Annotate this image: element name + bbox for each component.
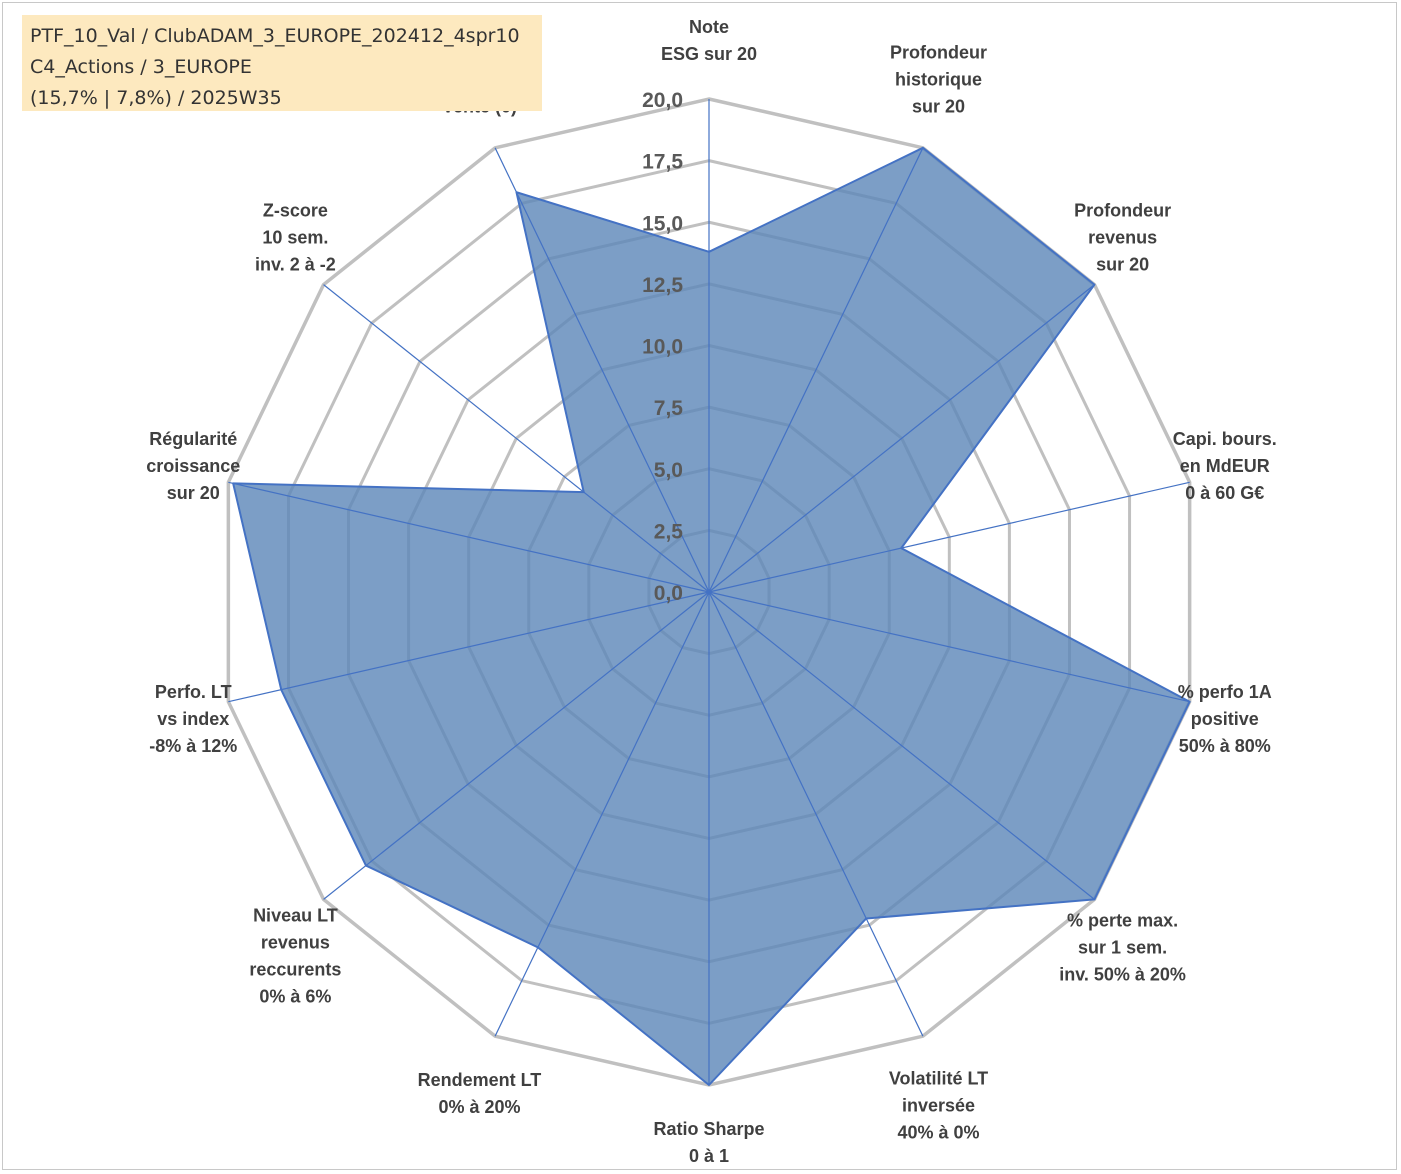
axis-label-3-line-2: 0 à 60 G€ [1185,483,1264,503]
series-area-0 [232,146,1191,1086]
spoke-5 [708,591,1095,900]
tick-label-1: 2,5 [654,520,684,543]
axis-label-11: Régularité croissance sur 20 [146,429,240,503]
portfolio-stats: (15,7% | 7,8%) / 2025W35 [30,87,282,109]
axis-label-5-line-1: sur 1 sem. [1078,938,1167,958]
axis-label-6-line-1: inversée [902,1096,975,1116]
axis-label-8: Rendement LT 0% à 20% [418,1070,542,1117]
axis-label-4: % perfo 1A positive 50% à 80% [1178,682,1272,756]
spoke-3 [708,481,1190,593]
spoke-1 [708,147,924,593]
spoke-13 [494,147,710,593]
spoke-9 [323,591,710,900]
axis-label-4-line-0: % perfo 1A [1178,682,1272,702]
spoke-11 [228,481,710,593]
axis-label-5-line-0: % perte max. [1067,911,1178,931]
axis-label-12-line-0: Z-score [263,200,328,220]
axis-label-10: Perfo. LT vs index -8% à 12% [149,682,237,756]
axis-label-7-line-0: Ratio Sharpe [653,1119,764,1139]
axis-label-10-line-2: -8% à 12% [149,736,237,756]
axis-label-0-line-0: Note [689,17,729,37]
axis-label-7: Ratio Sharpe 0 à 1 [653,1119,764,1166]
portfolio-category: C4_Actions / 3_EUROPE [30,56,252,78]
portfolio-name: PTF_10_Val / ClubADAM_3_EUROPE_202412_4s… [30,25,520,47]
axis-label-11-line-0: Régularité [149,429,237,449]
axis-label-1-line-2: sur 20 [912,96,965,116]
axis-label-12-line-1: 10 sem. [262,227,328,247]
spoke-6 [708,591,924,1037]
tick-label-0: 0,0 [654,582,683,605]
tick-label-5: 12,5 [642,274,683,297]
axis-label-0: Note ESG sur 20 [661,17,757,64]
axis-label-9-line-1: revenus [261,932,330,952]
axis-label-10-line-0: Perfo. LT [155,682,232,702]
axis-label-2-line-0: Profondeur [1074,200,1171,220]
tick-label-7: 17,5 [642,151,683,174]
axis-label-9: Niveau LT revenus reccurents 0% à 6% [249,905,341,1006]
tick-label-3: 7,5 [654,397,684,420]
axis-label-3-line-0: Capi. bours. [1173,429,1277,449]
radar-series [232,146,1191,1086]
axis-label-3-line-1: en MdEUR [1180,456,1270,476]
radar-spokes [228,99,1190,1085]
axis-label-9-line-2: reccurents [249,959,341,979]
axis-label-0-line-1: ESG sur 20 [661,44,757,64]
axis-label-4-line-2: 50% à 80% [1179,736,1271,756]
spoke-12 [323,284,710,593]
axis-label-6-line-2: 40% à 0% [897,1123,979,1143]
axis-label-8-line-1: 0% à 20% [438,1097,520,1117]
portfolio-info-box: PTF_10_Val / ClubADAM_3_EUROPE_202412_4s… [22,15,542,111]
axis-label-11-line-2: sur 20 [167,483,220,503]
axis-label-9-line-3: 0% à 6% [259,986,331,1006]
spoke-10 [228,591,710,703]
spoke-4 [708,591,1190,703]
tick-label-8: 20,0 [642,89,683,112]
tick-label-2: 5,0 [654,459,683,482]
radial-tick-labels: 0,0 2,5 5,0 7,5 10,0 12,5 15,0 17,5 20,0 [642,89,683,605]
axis-label-1-line-1: historique [895,69,982,89]
axis-label-2: Profondeur revenus sur 20 [1074,200,1171,274]
axis-label-5: % perte max. sur 1 sem. inv. 50% à 20% [1059,911,1186,985]
axis-label-2-line-1: revenus [1088,227,1157,247]
axis-label-1: Profondeur historique sur 20 [890,42,987,116]
axis-label-5-line-2: inv. 50% à 20% [1059,965,1186,985]
axis-label-10-line-1: vs index [157,709,229,729]
spoke-8 [494,591,710,1037]
axis-label-12-line-2: inv. 2 à -2 [255,254,336,274]
axis-label-3: Capi. bours. en MdEUR 0 à 60 G€ [1173,429,1277,503]
axis-label-11-line-1: croissance [146,456,240,476]
tick-label-4: 10,0 [642,336,683,359]
axis-label-6: Volatilité LT inversée 40% à 0% [889,1069,988,1143]
axis-label-8-line-0: Rendement LT [418,1070,542,1090]
tick-label-6: 15,0 [642,212,683,235]
axis-label-1-line-0: Profondeur [890,42,987,62]
axis-label-12: Z-score 10 sem. inv. 2 à -2 [255,200,336,274]
axis-label-7-line-1: 0 à 1 [689,1146,729,1166]
axis-label-2-line-2: sur 20 [1096,254,1149,274]
axis-label-6-line-0: Volatilité LT [889,1069,988,1089]
axis-label-9-line-0: Niveau LT [253,905,338,925]
spoke-2 [708,284,1095,593]
axis-label-4-line-1: positive [1191,709,1259,729]
